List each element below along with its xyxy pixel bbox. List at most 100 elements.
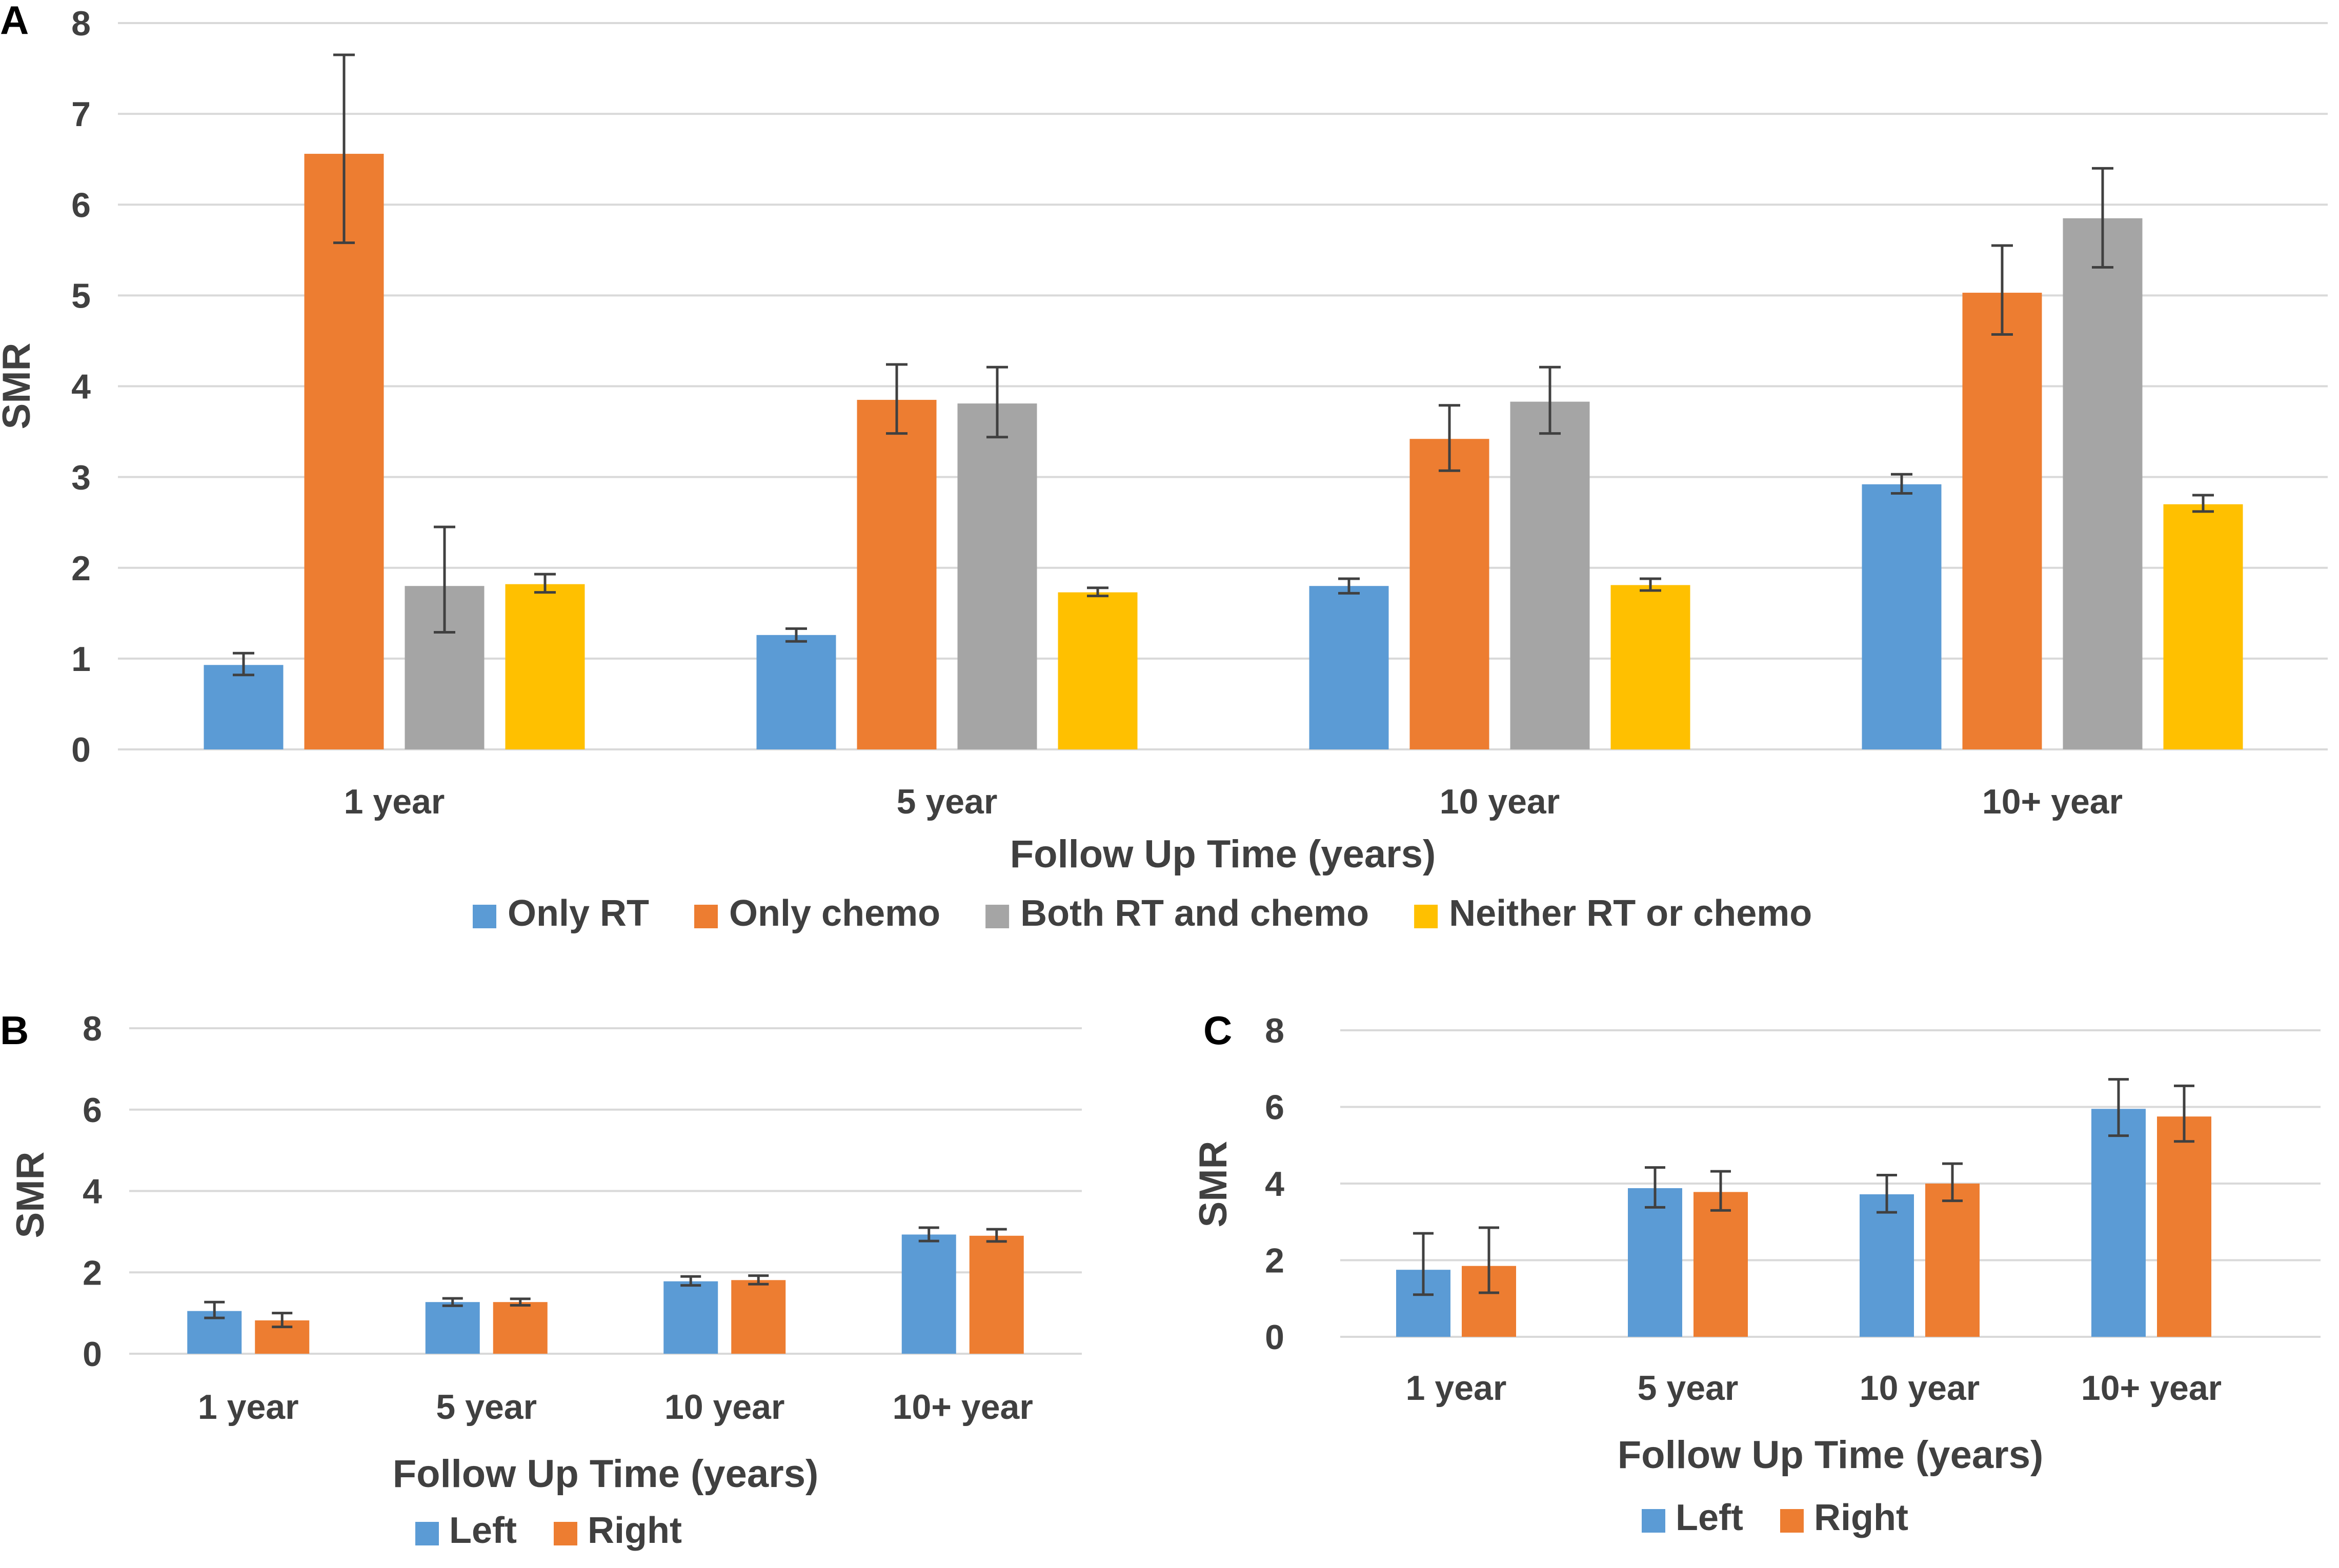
x-tick-label: 1 year	[344, 782, 445, 821]
error-bar	[1338, 577, 1360, 595]
y-tick-label: 2	[71, 549, 91, 588]
error-bar	[2092, 167, 2113, 269]
x-tick-label: 10 year	[664, 1388, 784, 1427]
legend-swatch	[415, 1522, 439, 1545]
legend-swatch	[1414, 905, 1438, 928]
y-tick-label: 0	[83, 1335, 102, 1374]
bar	[731, 1280, 786, 1354]
error-bar	[233, 651, 254, 677]
error-bar	[1942, 1162, 1963, 1203]
legend-item: Left	[415, 1510, 517, 1551]
x-axis-title: Follow Up Time (years)	[393, 1452, 819, 1496]
y-tick-label: 6	[1265, 1088, 1284, 1127]
y-tick-label: 6	[71, 186, 91, 225]
bar	[1925, 1184, 1980, 1337]
x-tick-label: 10+ year	[893, 1388, 1033, 1427]
bar	[425, 1302, 480, 1354]
error-bar	[333, 53, 355, 245]
error-bar	[204, 1300, 225, 1319]
y-axis-title: SMR	[0, 343, 38, 430]
y-tick-label: 3	[71, 458, 91, 497]
x-tick-label: 1 year	[198, 1388, 299, 1427]
y-tick-label: 8	[83, 1009, 102, 1048]
y-tick-label: 6	[83, 1091, 102, 1130]
error-bar	[434, 525, 455, 634]
x-axis-title: Follow Up Time (years)	[1618, 1433, 2044, 1477]
legend-swatch	[694, 905, 718, 928]
legend-swatch	[1642, 1509, 1665, 1533]
error-bar	[1539, 365, 1561, 435]
y-tick-label: 2	[83, 1253, 102, 1292]
bar	[1510, 401, 1590, 749]
error-bar	[785, 627, 807, 643]
error-bar	[1439, 404, 1460, 472]
legend: Left Right	[415, 1510, 682, 1551]
bar	[1860, 1194, 1914, 1337]
error-bar	[918, 1226, 939, 1243]
x-tick-label: 5 year	[436, 1388, 537, 1427]
chart-panel-b: B 0 2 4 6 8 SMR 1 year 5 year 10 year 10+ year Foll…	[0, 1008, 1082, 1551]
legend-item: Only chemo	[694, 893, 940, 934]
legend-label: Only RT	[508, 893, 649, 934]
legend-label: Only chemo	[729, 893, 940, 934]
bar	[1962, 293, 2042, 749]
bar	[505, 584, 585, 749]
error-bar	[2192, 494, 2214, 513]
x-tick-label: 10 year	[1860, 1369, 1980, 1408]
error-bar	[1991, 244, 2013, 336]
x-tick-label: 10+ year	[1982, 782, 2123, 821]
error-bar	[986, 365, 1008, 439]
y-axis-title: SMR	[9, 1152, 52, 1238]
bar	[2163, 504, 2243, 749]
bar	[304, 154, 384, 749]
legend-label: Left	[1676, 1497, 1743, 1538]
y-tick-label: 2	[1265, 1241, 1284, 1280]
error-bar	[748, 1274, 769, 1286]
error-bar	[1413, 1232, 1434, 1296]
error-bar	[2108, 1078, 2129, 1137]
error-bar	[2174, 1084, 2194, 1143]
legend: Only RT Only chemo Both RT and chemo Neithe…	[473, 893, 1812, 934]
error-bar	[1710, 1170, 1731, 1212]
bar	[957, 403, 1037, 749]
bar	[493, 1302, 548, 1354]
legend-item: Neither RT or chemo	[1414, 893, 1812, 934]
bar	[204, 665, 284, 749]
y-tick-label: 1	[71, 640, 91, 679]
error-bar	[1645, 1166, 1665, 1209]
bar	[756, 635, 836, 749]
bar	[2091, 1109, 2146, 1337]
x-axis-title: Follow Up Time (years)	[1010, 832, 1436, 876]
panel-label: B	[0, 1008, 29, 1053]
y-tick-label: 8	[71, 4, 91, 43]
legend-item: Right	[553, 1510, 682, 1551]
chart-panel-a: A 0 1 2 3 4 5 6 7 8 SMR 1 year 5 year 10 year 10+ year…	[0, 0, 2328, 934]
legend-swatch	[473, 905, 496, 928]
legend-label: Neither RT or chemo	[1449, 893, 1812, 934]
y-tick-label: 0	[71, 730, 91, 769]
bar	[1610, 585, 1690, 749]
bar	[1058, 592, 1138, 749]
error-bar	[886, 363, 908, 435]
y-tick-label: 8	[1265, 1011, 1284, 1050]
error-bar	[1087, 586, 1108, 598]
legend-label: Right	[1814, 1497, 1908, 1538]
x-tick-label: 10 year	[1440, 782, 1560, 821]
error-bar	[1640, 577, 1661, 592]
bar	[663, 1281, 718, 1354]
legend-label: Both RT and chemo	[1020, 893, 1369, 934]
y-axis-title: SMR	[1192, 1141, 1235, 1228]
legend-swatch	[1780, 1509, 1804, 1533]
legend-swatch	[985, 905, 1010, 928]
x-tick-label: 5 year	[1638, 1369, 1739, 1408]
legend-label: Left	[449, 1510, 517, 1551]
y-tick-label: 0	[1265, 1318, 1284, 1357]
y-tick-label: 4	[1265, 1165, 1284, 1204]
error-bar	[510, 1297, 531, 1307]
panel-label: C	[1203, 1008, 1232, 1053]
error-bar	[534, 573, 556, 594]
bar	[2063, 218, 2143, 750]
bar	[857, 400, 937, 749]
error-bar	[1877, 1174, 1897, 1214]
